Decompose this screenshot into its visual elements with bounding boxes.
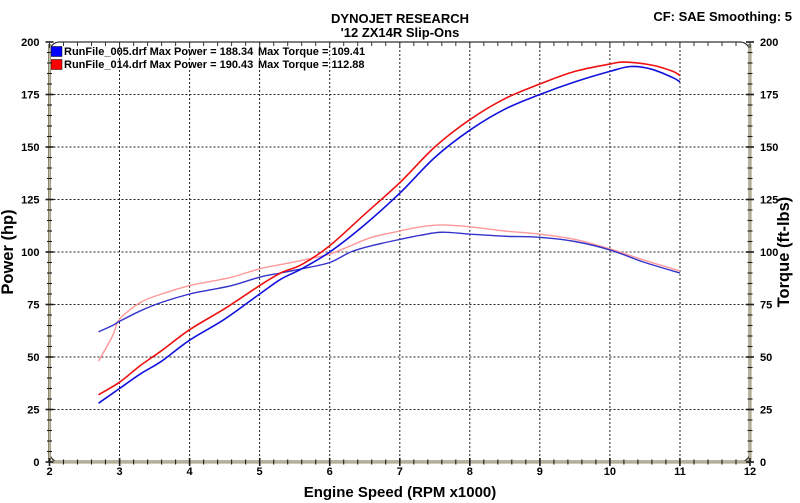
svg-text:5: 5 bbox=[257, 466, 263, 478]
svg-text:125: 125 bbox=[760, 195, 778, 207]
svg-text:Power (hp): Power (hp) bbox=[0, 209, 17, 294]
svg-text:175: 175 bbox=[21, 90, 39, 102]
svg-text:100: 100 bbox=[760, 247, 778, 259]
svg-text:50: 50 bbox=[760, 352, 772, 364]
svg-text:8: 8 bbox=[467, 466, 473, 478]
svg-text:Engine Speed (RPM x1000): Engine Speed (RPM x1000) bbox=[304, 484, 497, 501]
svg-text:6: 6 bbox=[327, 466, 333, 478]
svg-text:7: 7 bbox=[397, 466, 403, 478]
svg-text:150: 150 bbox=[21, 142, 39, 154]
svg-text:CF: SAE Smoothing: 5: CF: SAE Smoothing: 5 bbox=[653, 9, 792, 24]
svg-text:12: 12 bbox=[744, 466, 756, 478]
svg-text:25: 25 bbox=[27, 405, 39, 417]
svg-text:9: 9 bbox=[537, 466, 543, 478]
svg-text:0: 0 bbox=[33, 457, 39, 469]
svg-text:Max Torque = 112.88: Max Torque = 112.88 bbox=[258, 59, 365, 71]
svg-text:50: 50 bbox=[27, 352, 39, 364]
svg-text:'12 ZX14R Slip-Ons: '12 ZX14R Slip-Ons bbox=[341, 25, 460, 40]
svg-text:25: 25 bbox=[760, 405, 772, 417]
svg-text:75: 75 bbox=[760, 300, 772, 312]
svg-text:125: 125 bbox=[21, 195, 39, 207]
svg-text:0: 0 bbox=[760, 457, 766, 469]
svg-text:175: 175 bbox=[760, 90, 778, 102]
svg-text:RunFile_014.drf Max Power = 19: RunFile_014.drf Max Power = 190.43 bbox=[64, 59, 253, 71]
svg-text:200: 200 bbox=[760, 37, 778, 49]
svg-text:100: 100 bbox=[21, 247, 39, 259]
svg-text:Max Torque = 109.41: Max Torque = 109.41 bbox=[258, 46, 365, 58]
svg-text:150: 150 bbox=[760, 142, 778, 154]
svg-text:RunFile_005.drf Max Power = 18: RunFile_005.drf Max Power = 188.34 bbox=[64, 46, 254, 58]
svg-text:200: 200 bbox=[21, 37, 39, 49]
svg-text:2: 2 bbox=[46, 466, 52, 478]
svg-text:11: 11 bbox=[674, 466, 686, 478]
svg-text:4: 4 bbox=[187, 466, 194, 478]
svg-text:10: 10 bbox=[604, 466, 616, 478]
svg-text:DYNOJET RESEARCH: DYNOJET RESEARCH bbox=[331, 11, 469, 26]
svg-text:3: 3 bbox=[116, 466, 122, 478]
svg-text:75: 75 bbox=[27, 300, 39, 312]
